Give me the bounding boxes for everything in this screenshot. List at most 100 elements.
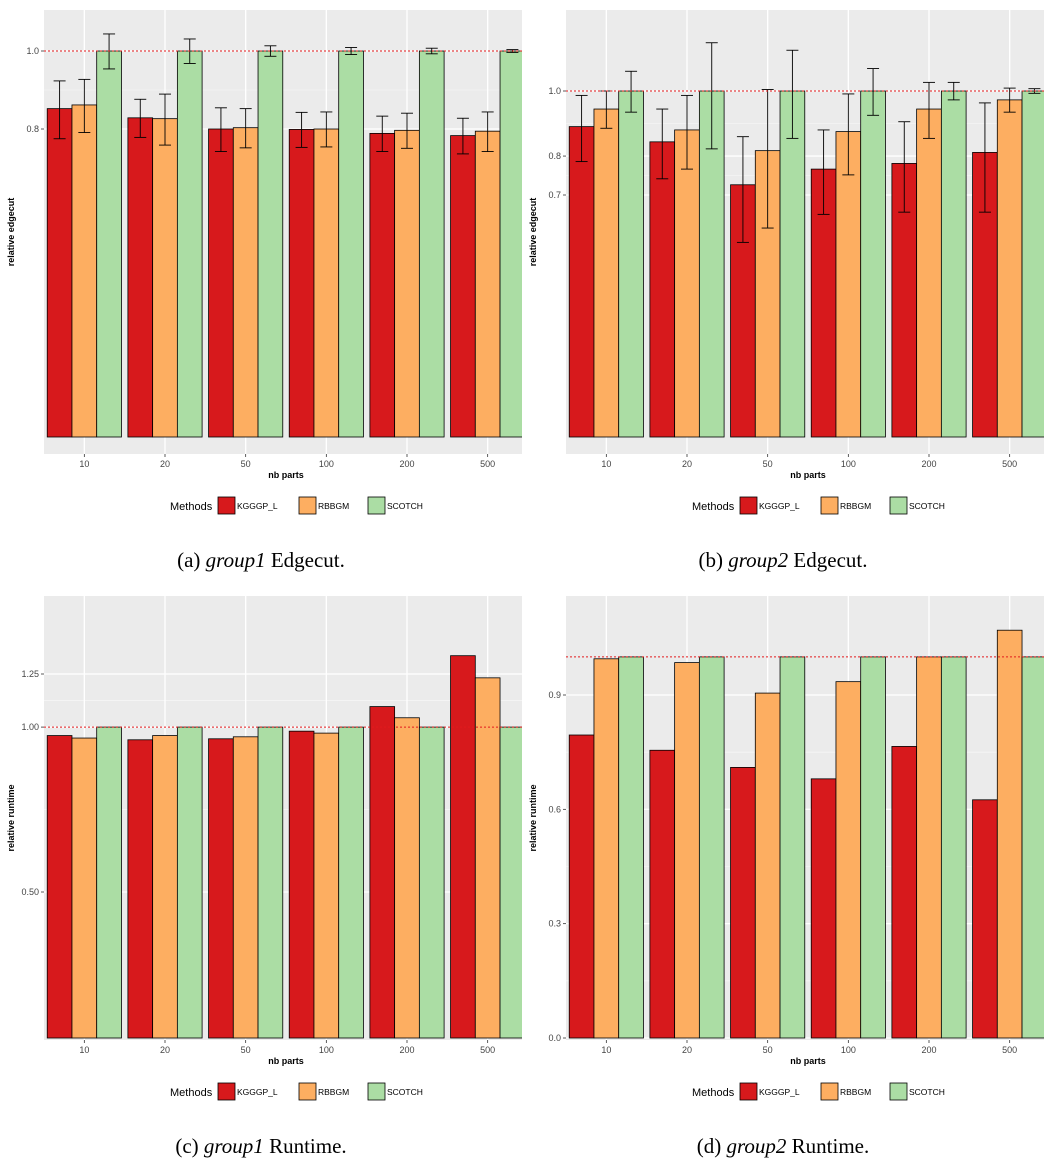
y-tick-label: 0.6 xyxy=(548,804,561,814)
caption-suffix: Runtime. xyxy=(791,1134,870,1158)
bar-scotch-50 xyxy=(779,656,806,1039)
bar-kgggp_l-500 xyxy=(450,655,476,1039)
bar-scotch-10 xyxy=(618,90,644,438)
caption-prefix: (a) xyxy=(177,548,201,572)
bar-scotch-100 xyxy=(338,726,364,1039)
bar-scotch-20 xyxy=(176,50,203,438)
legend-label-rbbgm: RBBGM xyxy=(318,501,349,511)
caption-prefix: (c) xyxy=(175,1134,199,1158)
bar-scotch-500 xyxy=(499,50,522,438)
y-axis-label: relative edgecut xyxy=(528,198,538,267)
legend-title: Methods xyxy=(692,501,735,513)
x-tick-label: 20 xyxy=(160,459,170,469)
panel-group1-runtime: 0.50 1.00 1.25 10 20 50 100 200 500 nb parts relat… xyxy=(0,586,522,1172)
bar-rbbgm-50 xyxy=(754,692,781,1039)
bar-kgggp_l-10 xyxy=(46,735,73,1039)
bar-scotch-200 xyxy=(418,50,445,438)
x-tick-label: 100 xyxy=(319,459,334,469)
legend-swatch-kgggp_l xyxy=(739,1082,758,1101)
caption-b: (b) group2 Edgecut. xyxy=(522,548,1044,573)
bar-rbbgm-200 xyxy=(916,656,942,1039)
legend-swatch-rbbgm xyxy=(298,1082,317,1101)
y-tick-label: 0.50 xyxy=(21,887,39,897)
y-tick-label: 0.7 xyxy=(548,190,561,200)
legend-swatch-rbbgm xyxy=(820,496,839,515)
bar-kgggp_l-500 xyxy=(450,135,476,438)
x-tick-label: 100 xyxy=(319,1045,334,1055)
bar-rbbgm-200 xyxy=(394,129,420,438)
bar-kgggp_l-50 xyxy=(730,767,756,1039)
bar-rbbgm-500 xyxy=(996,99,1023,438)
legend-label-kgggp_l: KGGGP_L xyxy=(237,1087,278,1097)
chart-group1-runtime: 0.50 1.00 1.25 10 20 50 100 200 500 nb parts relat… xyxy=(6,596,522,1101)
panel-group2-edgecut: 0.7 0.8 1.0 10 20 50 100 200 500 nb parts relative… xyxy=(522,0,1044,586)
y-tick-label: 1.0 xyxy=(26,46,39,56)
bar-rbbgm-500 xyxy=(474,677,501,1039)
legend-swatch-kgggp_l xyxy=(739,496,758,515)
bar-scotch-500 xyxy=(1021,90,1044,438)
bar-rbbgm-200 xyxy=(916,108,942,438)
bar-rbbgm-200 xyxy=(394,717,420,1039)
bar-scotch-100 xyxy=(860,656,886,1039)
bar-scotch-200 xyxy=(940,656,967,1039)
bar-rbbgm-50 xyxy=(232,127,259,438)
bar-kgggp_l-100 xyxy=(288,730,315,1039)
bar-rbbgm-100 xyxy=(313,128,340,438)
x-tick-label: 200 xyxy=(399,459,414,469)
bar-scotch-10 xyxy=(96,50,122,438)
legend-label-scotch: SCOTCH xyxy=(909,1087,945,1097)
bar-kgggp_l-200 xyxy=(891,746,918,1039)
y-tick-label: 1.00 xyxy=(21,722,39,732)
bar-kgggp_l-20 xyxy=(127,739,154,1039)
bar-rbbgm-500 xyxy=(474,130,501,438)
x-tick-label: 50 xyxy=(241,459,251,469)
bar-rbbgm-500 xyxy=(996,629,1023,1039)
legend-label-scotch: SCOTCH xyxy=(909,501,945,511)
caption-group: group2 xyxy=(728,548,789,572)
legend-swatch-scotch xyxy=(367,1082,386,1101)
chart-group1-edgecut: 0.8 1.0 10 20 50 100 200 500 nb parts relative ed… xyxy=(6,10,522,515)
bar-scotch-50 xyxy=(779,90,806,438)
bar-rbbgm-10 xyxy=(71,737,98,1039)
bar-scotch-100 xyxy=(338,50,364,438)
bar-scotch-10 xyxy=(96,726,122,1039)
legend-swatch-scotch xyxy=(367,496,386,515)
x-tick-label: 100 xyxy=(841,1045,856,1055)
caption-prefix: (b) xyxy=(698,548,724,572)
legend-swatch-rbbgm xyxy=(820,1082,839,1101)
bar-kgggp_l-10 xyxy=(568,126,595,438)
chart-group2-edgecut: 0.7 0.8 1.0 10 20 50 100 200 500 nb parts relative… xyxy=(528,10,1044,515)
x-axis-label: nb parts xyxy=(268,1056,304,1066)
bar-rbbgm-20 xyxy=(674,129,700,438)
bar-scotch-500 xyxy=(499,726,522,1039)
x-tick-label: 10 xyxy=(79,1045,89,1055)
bar-kgggp_l-100 xyxy=(810,778,837,1039)
legend-label-kgggp_l: KGGGP_L xyxy=(759,1087,800,1097)
bar-kgggp_l-500 xyxy=(972,799,998,1039)
legend-label-rbbgm: RBBGM xyxy=(840,501,871,511)
bar-kgggp_l-10 xyxy=(46,108,73,438)
x-tick-label: 500 xyxy=(480,459,495,469)
panel-group2-runtime: 0.0 0.3 0.6 0.9 10 20 50 100 200 500 nb parts relat… xyxy=(522,586,1044,1172)
caption-group: group1 xyxy=(203,1134,264,1158)
caption-group: group1 xyxy=(205,548,266,572)
x-tick-label: 50 xyxy=(763,459,773,469)
caption-a: (a) group1 Edgecut. xyxy=(0,548,522,573)
bar-kgggp_l-50 xyxy=(208,128,234,438)
bar-kgggp_l-50 xyxy=(208,738,234,1039)
bar-rbbgm-20 xyxy=(152,735,178,1039)
x-tick-label: 20 xyxy=(682,1045,692,1055)
bar-rbbgm-100 xyxy=(835,681,862,1039)
legend-label-kgggp_l: KGGGP_L xyxy=(237,501,278,511)
bar-rbbgm-20 xyxy=(674,662,700,1039)
legend-title: Methods xyxy=(170,501,213,513)
bar-kgggp_l-200 xyxy=(369,132,396,438)
y-axis-label: relative runtime xyxy=(6,784,16,851)
bar-rbbgm-10 xyxy=(593,108,620,438)
x-tick-label: 10 xyxy=(601,459,611,469)
x-tick-label: 200 xyxy=(921,1045,936,1055)
x-tick-label: 200 xyxy=(921,459,936,469)
y-tick-label: 1.0 xyxy=(548,86,561,96)
legend-swatch-scotch xyxy=(889,496,908,515)
x-tick-label: 50 xyxy=(241,1045,251,1055)
